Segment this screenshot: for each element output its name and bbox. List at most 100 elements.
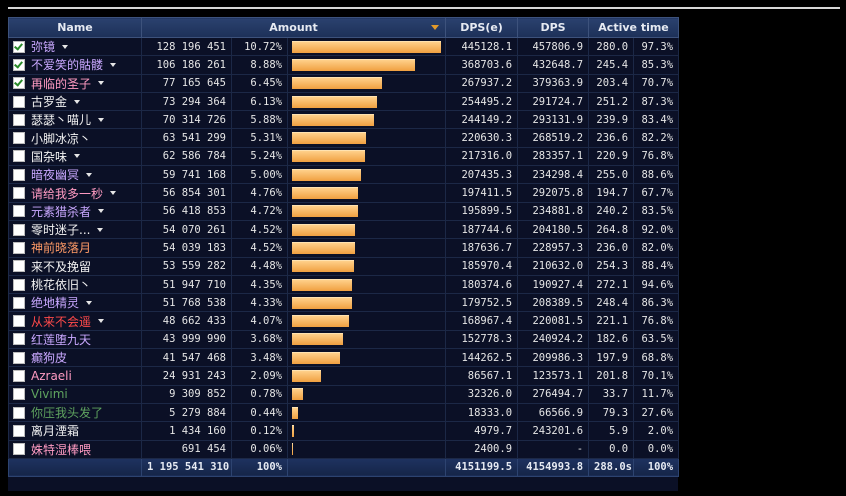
amount-percent-cell: 6.45% [231, 73, 288, 93]
amount-percent-cell: 5.00% [231, 165, 288, 185]
player-name-cell[interactable]: 国杂味 [8, 146, 142, 167]
player-checkbox[interactable] [13, 132, 25, 145]
table-row[interactable]: 来不及挽留 53 559 282 4.48% 185970.4 210632.0 254.… [8, 256, 680, 276]
col-header-active-time[interactable]: Active time [588, 17, 680, 38]
player-checkbox[interactable] [13, 296, 25, 309]
player-checkbox[interactable] [13, 333, 25, 346]
table-row[interactable]: Vivimi 9 309 852 0.78% 32326.0 276494.7 33.7 1… [8, 384, 680, 404]
table-row[interactable]: Azraeli 24 931 243 2.09% 86567.1 123573.1 201… [8, 366, 680, 386]
dps-e-cell: 180374.6 [445, 274, 519, 295]
table-row[interactable]: 小脚冰凉丶 63 541 299 5.31% 220630.3 268519.2 236.… [8, 128, 680, 148]
table-row[interactable]: 红莲堕九天 43 999 990 3.68% 152778.3 240924.2 182.… [8, 329, 680, 350]
player-checkbox[interactable] [13, 223, 25, 236]
amount-cell: 56 854 301 [141, 183, 232, 203]
table-row[interactable]: 元素猎杀者 56 418 853 4.72% 195899.5 234881.8 240.… [8, 201, 680, 221]
player-name-cell[interactable]: 请给我多一秒 [8, 183, 142, 203]
col-header-dps[interactable]: DPS [517, 17, 590, 38]
amount-bar [292, 278, 353, 291]
col-header-dps-e[interactable]: DPS(e) [445, 17, 519, 38]
chevron-down-icon[interactable] [97, 227, 104, 232]
player-name-cell[interactable]: 癫狗皮 [8, 348, 142, 368]
amount-bar [292, 260, 355, 273]
table-row[interactable]: 姝特湿棒喂 691 454 0.06% 2400.9-0.0 0.0% [8, 439, 680, 459]
amount-percent-cell: 0.12% [231, 421, 288, 441]
player-checkbox[interactable] [13, 278, 25, 291]
col-header-name[interactable]: Name [8, 17, 142, 38]
player-name-cell[interactable]: 神前晓落月 [8, 238, 142, 258]
chevron-down-icon[interactable] [98, 319, 105, 324]
player-name-cell[interactable]: Vivimi [8, 384, 142, 404]
dps-e-cell: 4979.7 [445, 421, 519, 441]
table-row[interactable]: 古罗金 73 294 364 6.13% 254495.2 291724.7 251.2 8… [8, 91, 680, 112]
table-row[interactable]: 暗夜幽冥 59 741 168 5.00% 207435.3 234298.4 255.0… [8, 165, 680, 185]
player-checkbox[interactable] [13, 187, 25, 200]
player-name-cell[interactable]: 古罗金 [8, 91, 142, 112]
player-checkbox[interactable] [13, 77, 25, 90]
table-row[interactable]: 从来不会遥 48 662 433 4.07% 168967.4 220081.5 221.… [8, 311, 680, 331]
amount-cell: 1 434 160 [141, 421, 232, 441]
player-checkbox[interactable] [13, 315, 25, 328]
player-name-cell[interactable]: 从来不会遥 [8, 311, 142, 331]
player-name-cell[interactable]: 红莲堕九天 [8, 329, 142, 350]
player-name-cell[interactable]: Azraeli [8, 366, 142, 386]
player-checkbox[interactable] [13, 260, 25, 273]
player-checkbox[interactable] [13, 241, 25, 254]
player-checkbox[interactable] [13, 388, 25, 401]
table-row[interactable]: 绝地精灵 51 768 538 4.33% 179752.5 208389.5 248.4… [8, 293, 680, 313]
table-row[interactable]: 桃花依旧丶 51 947 710 4.35% 180374.6 190927.4 272.… [8, 274, 680, 295]
table-row[interactable]: 弥镜 128 196 451 10.72% 445128.1 457806.9 280.0… [8, 36, 680, 57]
table-row[interactable]: 离月湮霜 1 434 160 0.12% 4979.7 243201.6 5.9 2.0% [8, 421, 680, 441]
chevron-down-icon[interactable] [74, 154, 81, 159]
chevron-down-icon[interactable] [86, 300, 93, 305]
player-name-cell[interactable]: 绝地精灵 [8, 293, 142, 313]
chevron-down-icon[interactable] [110, 191, 117, 196]
table-row[interactable]: 你压我头发了 5 279 884 0.44% 18333.0 66566.9 79.3 27… [8, 402, 680, 423]
table-row[interactable]: 神前晓落月 54 039 183 4.52% 187636.7 228957.3 236.… [8, 238, 680, 258]
table-row[interactable]: 零时迷子... 54 070 261 4.52% 187744.6 204180.5 26… [8, 219, 680, 240]
player-name-cell[interactable]: 再临的圣子 [8, 73, 142, 93]
table-row[interactable]: 癫狗皮 41 547 468 3.48% 144262.5 209986.3 197.9 6… [8, 348, 680, 368]
chevron-down-icon[interactable] [74, 99, 81, 104]
table-row[interactable]: 请给我多一秒 56 854 301 4.76% 197411.5 292075.8 194… [8, 183, 680, 203]
player-checkbox[interactable] [13, 113, 25, 126]
player-checkbox[interactable] [13, 58, 25, 71]
player-name-cell[interactable]: 小脚冰凉丶 [8, 128, 142, 148]
player-checkbox[interactable] [13, 369, 25, 382]
col-header-amount[interactable]: Amount [140, 17, 447, 38]
player-checkbox[interactable] [13, 168, 25, 181]
active-time-cell: 201.8 [588, 366, 635, 386]
amount-cell: 51 768 538 [141, 293, 232, 313]
player-name-cell[interactable]: 不爱笑的骷髅 [8, 55, 142, 75]
chevron-down-icon[interactable] [86, 172, 93, 177]
dps-cell: 220081.5 [517, 311, 590, 331]
player-checkbox[interactable] [13, 406, 25, 419]
player-name-cell[interactable]: 离月湮霜 [8, 421, 142, 441]
player-name-cell[interactable]: 暗夜幽冥 [8, 165, 142, 185]
chevron-down-icon[interactable] [98, 81, 105, 86]
player-name-cell[interactable]: 元素猎杀者 [8, 201, 142, 221]
table-row[interactable]: 国杂味 62 586 784 5.24% 217316.0 283357.1 220.9 7… [8, 146, 680, 167]
player-checkbox[interactable] [13, 40, 25, 53]
table-row[interactable]: 不爱笑的骷髅 106 186 261 8.88% 368703.6 432648.7 24… [8, 55, 680, 75]
chevron-down-icon[interactable] [110, 62, 117, 67]
table-row[interactable]: 再临的圣子 77 165 645 6.45% 267937.2 379363.9 203.… [8, 73, 680, 93]
player-checkbox[interactable] [13, 205, 25, 218]
player-name-cell[interactable]: 姝特湿棒喂 [8, 439, 142, 459]
active-percent-cell: 2.0% [633, 421, 680, 441]
chevron-down-icon[interactable] [62, 44, 69, 49]
player-checkbox[interactable] [13, 443, 25, 456]
player-name-cell[interactable]: 你压我头发了 [8, 402, 142, 423]
player-checkbox[interactable] [13, 424, 25, 437]
table-row[interactable]: 瑟瑟丶喵儿 70 314 726 5.88% 244149.2 293131.9 239.… [8, 110, 680, 130]
player-name-cell[interactable]: 桃花依旧丶 [8, 274, 142, 295]
player-name-cell[interactable]: 零时迷子... [8, 219, 142, 240]
player-checkbox[interactable] [13, 150, 25, 163]
chevron-down-icon[interactable] [98, 117, 105, 122]
player-name-cell[interactable]: 弥镜 [8, 36, 142, 57]
player-checkbox[interactable] [13, 95, 25, 108]
player-name-cell[interactable]: 来不及挽留 [8, 256, 142, 276]
player-name-cell[interactable]: 瑟瑟丶喵儿 [8, 110, 142, 130]
chevron-down-icon[interactable] [98, 209, 105, 214]
total-percent: 100% [231, 457, 288, 477]
player-checkbox[interactable] [13, 351, 25, 364]
